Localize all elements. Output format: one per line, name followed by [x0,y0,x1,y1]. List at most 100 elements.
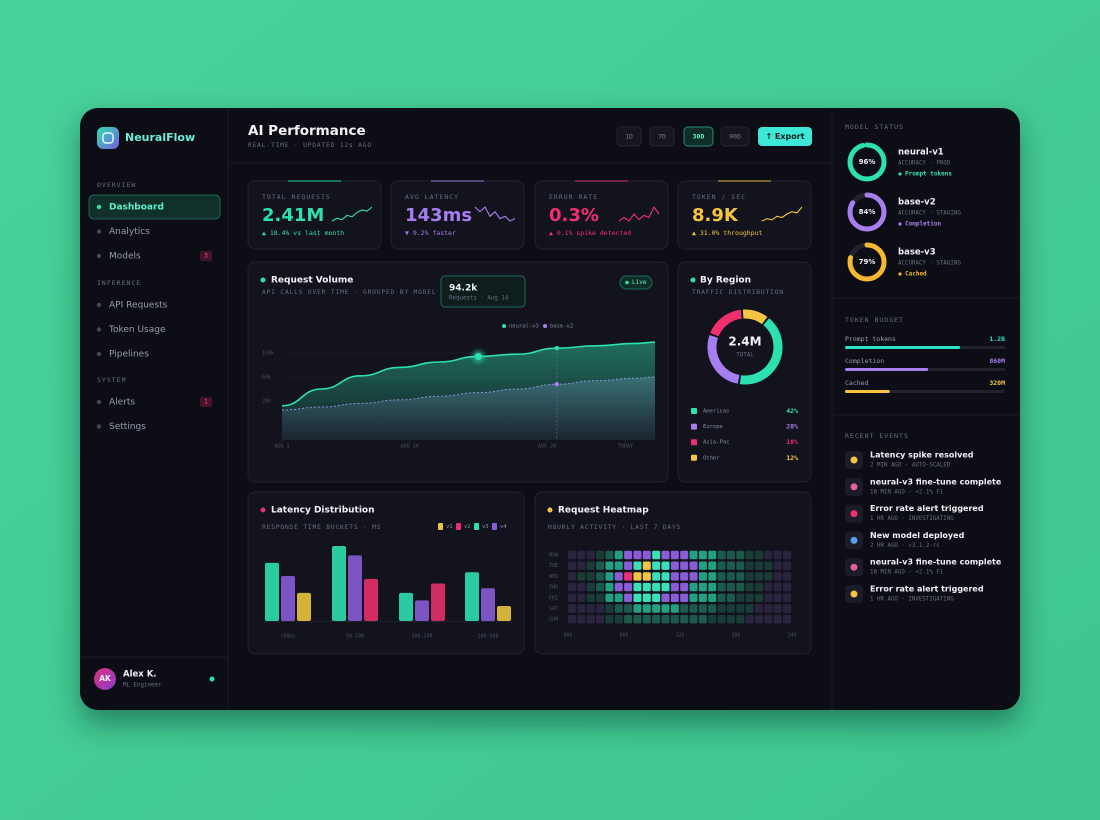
kpi-delta: ▼ 9.2% faster [405,229,456,237]
heat-cell [633,561,642,570]
heat-cell [661,561,670,570]
heat-cell [624,604,633,613]
heat-cell [624,593,633,602]
heat-cell [698,582,707,592]
heat-cell [698,615,707,624]
heat-cell [661,593,670,602]
kpi-label: AVG LATENCY [405,193,459,201]
nav-item[interactable]: Settings [109,422,146,432]
section-title: RECENT EVENTS [845,432,909,440]
row-label: FRI [549,595,558,601]
heat-cell [568,572,576,581]
heat-cell [726,604,735,613]
heat-cell [642,593,651,602]
heat-cell [661,582,670,592]
card-subtitle: HOURLY ACTIVITY · LAST 7 DAYS [548,524,681,531]
heat-cell [755,604,763,613]
ring-label: 79% [859,258,876,266]
nav-item[interactable]: Dashboard [109,203,164,213]
heat-cell [680,593,689,602]
heat-cell [652,550,661,560]
heat-cell [698,572,707,581]
heat-cell [670,604,679,613]
heat-cell [624,615,633,624]
nav-item[interactable]: API Requests [109,301,168,311]
legend-label: v3 [482,524,489,530]
heat-cell [680,604,689,613]
budget-fill [845,390,890,393]
event-title: New model deployed [870,531,965,540]
kpi-sparkline [618,205,660,222]
x-tick-label: 06h [619,633,628,639]
title-dot [260,507,266,513]
nav-item[interactable]: Pipelines [109,350,149,360]
heat-cell [642,572,651,581]
x-tick-label: 200-500 [477,634,498,640]
nav-badge [200,251,212,261]
heat-cell [568,550,576,560]
model-tag: Completion [905,221,942,228]
heat-cell [614,615,623,624]
bar [265,562,279,621]
heat-cell [783,550,792,560]
export-button[interactable] [758,127,812,146]
y-tick-label: 100k [262,351,274,357]
heat-cell [680,582,689,592]
x-tick-label: 18h [731,633,740,639]
range-label[interactable]: 30D [693,133,705,141]
tag-dot [898,272,902,276]
legend-label: v4 [500,524,507,530]
range-button[interactable] [616,126,642,147]
heat-cell [577,593,586,602]
range-button[interactable] [649,126,675,147]
legend-label: v1 [446,524,453,530]
legend-swatch [691,454,697,461]
nav-badge-count: 3 [204,253,208,260]
heat-cell [596,615,605,624]
range-label[interactable]: 1D [625,133,633,141]
range-button[interactable] [683,126,714,147]
heat-cell [717,615,726,624]
range-button[interactable] [720,126,750,147]
heat-cell [577,572,586,581]
heat-cell [586,582,595,592]
title-dot [260,277,266,283]
heat-cell [717,561,726,570]
event-meta: 2 HR AGO · v3.1.2-rc [870,543,940,549]
nav-dot [96,302,102,308]
heat-cell [605,604,614,613]
heat-cell [717,593,726,602]
event-title: Latency spike resolved [870,451,974,460]
nav-item[interactable]: Analytics [109,227,150,237]
heat-cell [783,582,792,592]
heat-cell [736,550,745,560]
ring-label: 84% [859,208,876,216]
bar [399,592,413,621]
model-name: neural-v1 [898,148,944,158]
heat-cell [726,572,735,581]
title-dot [547,507,553,513]
range-label[interactable]: 90D [729,133,741,141]
nav-active-bg[interactable] [88,194,221,220]
donut-segment [707,309,783,385]
heat-cell [661,550,670,560]
area-fill [282,342,655,440]
tooltip [440,275,526,308]
nav-item[interactable]: Models [109,252,141,262]
nav-item[interactable]: Token Usage [108,325,166,335]
export-label[interactable]: ↑ Export [765,132,804,141]
nav-item[interactable]: Alerts [109,398,135,408]
heat-cell [633,593,642,602]
range-label[interactable]: 7D [658,133,666,141]
budget-fill [845,346,961,349]
heat-cell [680,572,689,581]
heat-cell [624,561,633,570]
heat-cell [680,550,689,560]
heat-cell [717,572,726,581]
heat-cell [596,582,605,592]
kpi-value: 0.3% [549,205,599,226]
heat-cell [652,582,661,592]
heat-cell [773,572,782,581]
card [247,491,525,655]
